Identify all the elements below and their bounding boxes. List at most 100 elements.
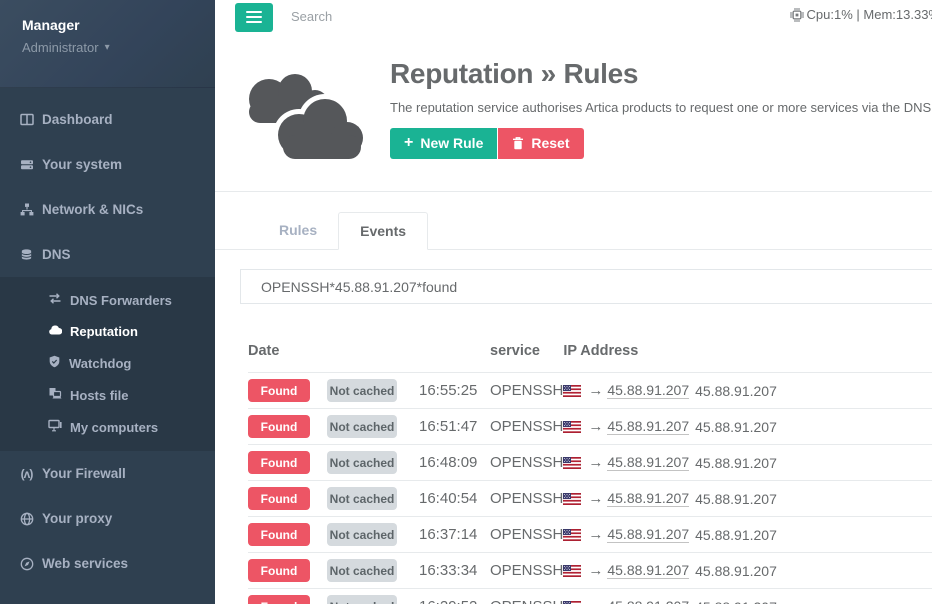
ip-address-text: 45.88.91.207 <box>695 382 777 399</box>
ip-address-link[interactable]: 45.88.91.207 <box>607 598 689 604</box>
sidebar-item-your-firewall[interactable]: (ᴧ) Your Firewall <box>0 451 215 496</box>
ip-address-link[interactable]: 45.88.91.207 <box>607 382 690 399</box>
table-row: Found Not cached 16:37:14 OPENSSH → 45.8… <box>248 516 932 553</box>
cpu-mem-text: Cpu:1% | Mem:13.33% <box>806 7 932 22</box>
ip-address-text: 45.88.91.207 <box>695 490 777 507</box>
table-row: Found Not cached 16:40:54 OPENSSH → 45.8… <box>248 480 932 517</box>
search-input[interactable] <box>291 8 631 24</box>
sidebar-item-label: Hosts file <box>70 387 129 403</box>
cache-badge: Not cached <box>327 559 397 582</box>
chip-icon <box>789 7 804 22</box>
cache-badge: Not cached <box>327 379 397 402</box>
plus-icon: + <box>404 134 414 152</box>
table-row: Found Not cached 16:33:34 OPENSSH → 45.8… <box>248 552 932 589</box>
event-time: 16:33:34 <box>419 562 478 579</box>
sidebar-item-dashboard[interactable]: Dashboard <box>0 97 215 142</box>
sidebar-item-your-system[interactable]: Your system <box>0 142 215 187</box>
status-badge: Found <box>248 523 310 546</box>
tab-events[interactable]: Events <box>338 212 429 250</box>
hosts-file-icon <box>48 387 62 403</box>
database-icon <box>19 248 34 262</box>
table-row: Found Not cached 16:48:09 OPENSSH → 45.8… <box>248 444 932 481</box>
server-icon <box>19 158 34 172</box>
arrow-right-icon: → <box>588 418 604 435</box>
event-time: 16:29:52 <box>419 598 477 604</box>
service-name: OPENSSH <box>490 526 564 543</box>
compass-icon <box>19 557 34 571</box>
sidebar-item-dns[interactable]: DNS <box>0 232 215 277</box>
caret-down-icon: ▾ <box>104 42 110 53</box>
sidebar-item-your-proxy[interactable]: Your proxy <box>0 496 215 541</box>
page-header-text: Reputation » Rules The reputation servic… <box>390 58 932 165</box>
event-time: 16:51:47 <box>419 418 478 435</box>
us-flag-icon <box>563 528 582 541</box>
status-badge: Found <box>248 415 310 438</box>
ip-address-link[interactable]: 45.88.91.207 <box>607 454 690 471</box>
table-header-row: Date service IP Address <box>248 343 932 373</box>
event-time: 16:48:09 <box>419 454 478 471</box>
status-badge: Found <box>248 595 310 604</box>
topbar: Cpu:1% | Mem:13.33% <box>215 0 932 32</box>
user-role-label: Administrator <box>22 40 99 55</box>
us-flag-icon <box>563 564 582 577</box>
sidebar-nav: Dashboard Your system Network & NICs DNS <box>0 88 215 586</box>
arrow-right-icon: → <box>588 454 604 471</box>
ip-address-link[interactable]: 45.88.91.207 <box>607 490 690 507</box>
sidebar-item-reputation[interactable]: Reputation <box>0 316 215 347</box>
us-flag-icon <box>563 420 582 433</box>
tab-rules[interactable]: Rules <box>279 222 318 238</box>
ip-address-text: 45.88.91.207 <box>695 526 777 543</box>
new-rule-label: New Rule <box>420 135 484 152</box>
page-header: Reputation » Rules The reputation servic… <box>215 32 932 165</box>
sidebar-item-network-nics[interactable]: Network & NICs <box>0 187 215 232</box>
ip-address-text: 45.88.91.207 <box>695 599 777 604</box>
sidebar-item-label: Network & NICs <box>42 202 144 217</box>
ip-address-link[interactable]: 45.88.91.207 <box>607 562 690 579</box>
arrow-right-icon: → <box>588 562 604 579</box>
status-badge: Found <box>248 451 310 474</box>
cache-badge: Not cached <box>327 451 397 474</box>
new-rule-button[interactable]: + New Rule <box>390 127 498 159</box>
events-table-body: Found Not cached 16:55:25 OPENSSH → 45.8… <box>248 372 932 604</box>
sidebar-item-my-computers[interactable]: My computers <box>0 411 215 443</box>
sidebar-item-label: DNS <box>42 247 71 262</box>
main-content: Cpu:1% | Mem:13.33% <box>215 0 932 604</box>
sidebar-item-hosts-file[interactable]: Hosts file <box>0 379 215 411</box>
service-name: OPENSSH <box>490 418 564 435</box>
cache-badge: Not cached <box>327 487 397 510</box>
cache-badge: Not cached <box>327 523 397 546</box>
arrow-right-icon: → <box>588 526 604 543</box>
event-time: 16:37:14 <box>419 526 478 543</box>
service-name: OPENSSH <box>490 382 564 399</box>
arrow-right-icon: → <box>588 490 604 507</box>
dashboard-icon <box>19 113 34 127</box>
sidebar-item-label: Web services <box>42 556 129 571</box>
service-name: OPENSSH <box>490 454 564 471</box>
sidebar-item-label: Your Firewall <box>42 466 126 481</box>
sidebar-item-watchdog[interactable]: Watchdog <box>0 347 215 379</box>
us-flag-icon <box>563 492 582 505</box>
ip-address-link[interactable]: 45.88.91.207 <box>607 418 690 435</box>
menu-icon <box>246 11 262 13</box>
page-title: Reputation » Rules <box>390 58 639 89</box>
ip-address-link[interactable]: 45.88.91.207 <box>607 526 690 543</box>
exchange-icon <box>48 292 62 308</box>
reset-button[interactable]: Reset <box>498 127 584 159</box>
user-role-dropdown[interactable]: Administrator ▾ <box>22 40 215 55</box>
events-filter-input[interactable] <box>240 269 932 304</box>
user-name: Manager <box>22 17 80 33</box>
sidebar-item-label: Watchdog <box>69 355 132 371</box>
table-row: Found Not cached 16:51:47 OPENSSH → 45.8… <box>248 408 932 445</box>
trash-icon <box>512 136 524 150</box>
sidebar-item-label: DNS Forwarders <box>70 292 172 308</box>
status-badge: Found <box>248 379 310 402</box>
sidebar: Manager Administrator ▾ Dashboard Your s… <box>0 0 215 604</box>
sidebar-item-dns-forwarders[interactable]: DNS Forwarders <box>0 284 215 316</box>
menu-toggle-button[interactable] <box>235 2 273 32</box>
user-profile: Manager Administrator ▾ <box>0 0 215 88</box>
ip-address-text: 45.88.91.207 <box>695 418 777 435</box>
event-time: 16:40:54 <box>419 490 478 507</box>
sidebar-item-web-services[interactable]: Web services <box>0 541 215 586</box>
shield-icon <box>48 355 61 371</box>
